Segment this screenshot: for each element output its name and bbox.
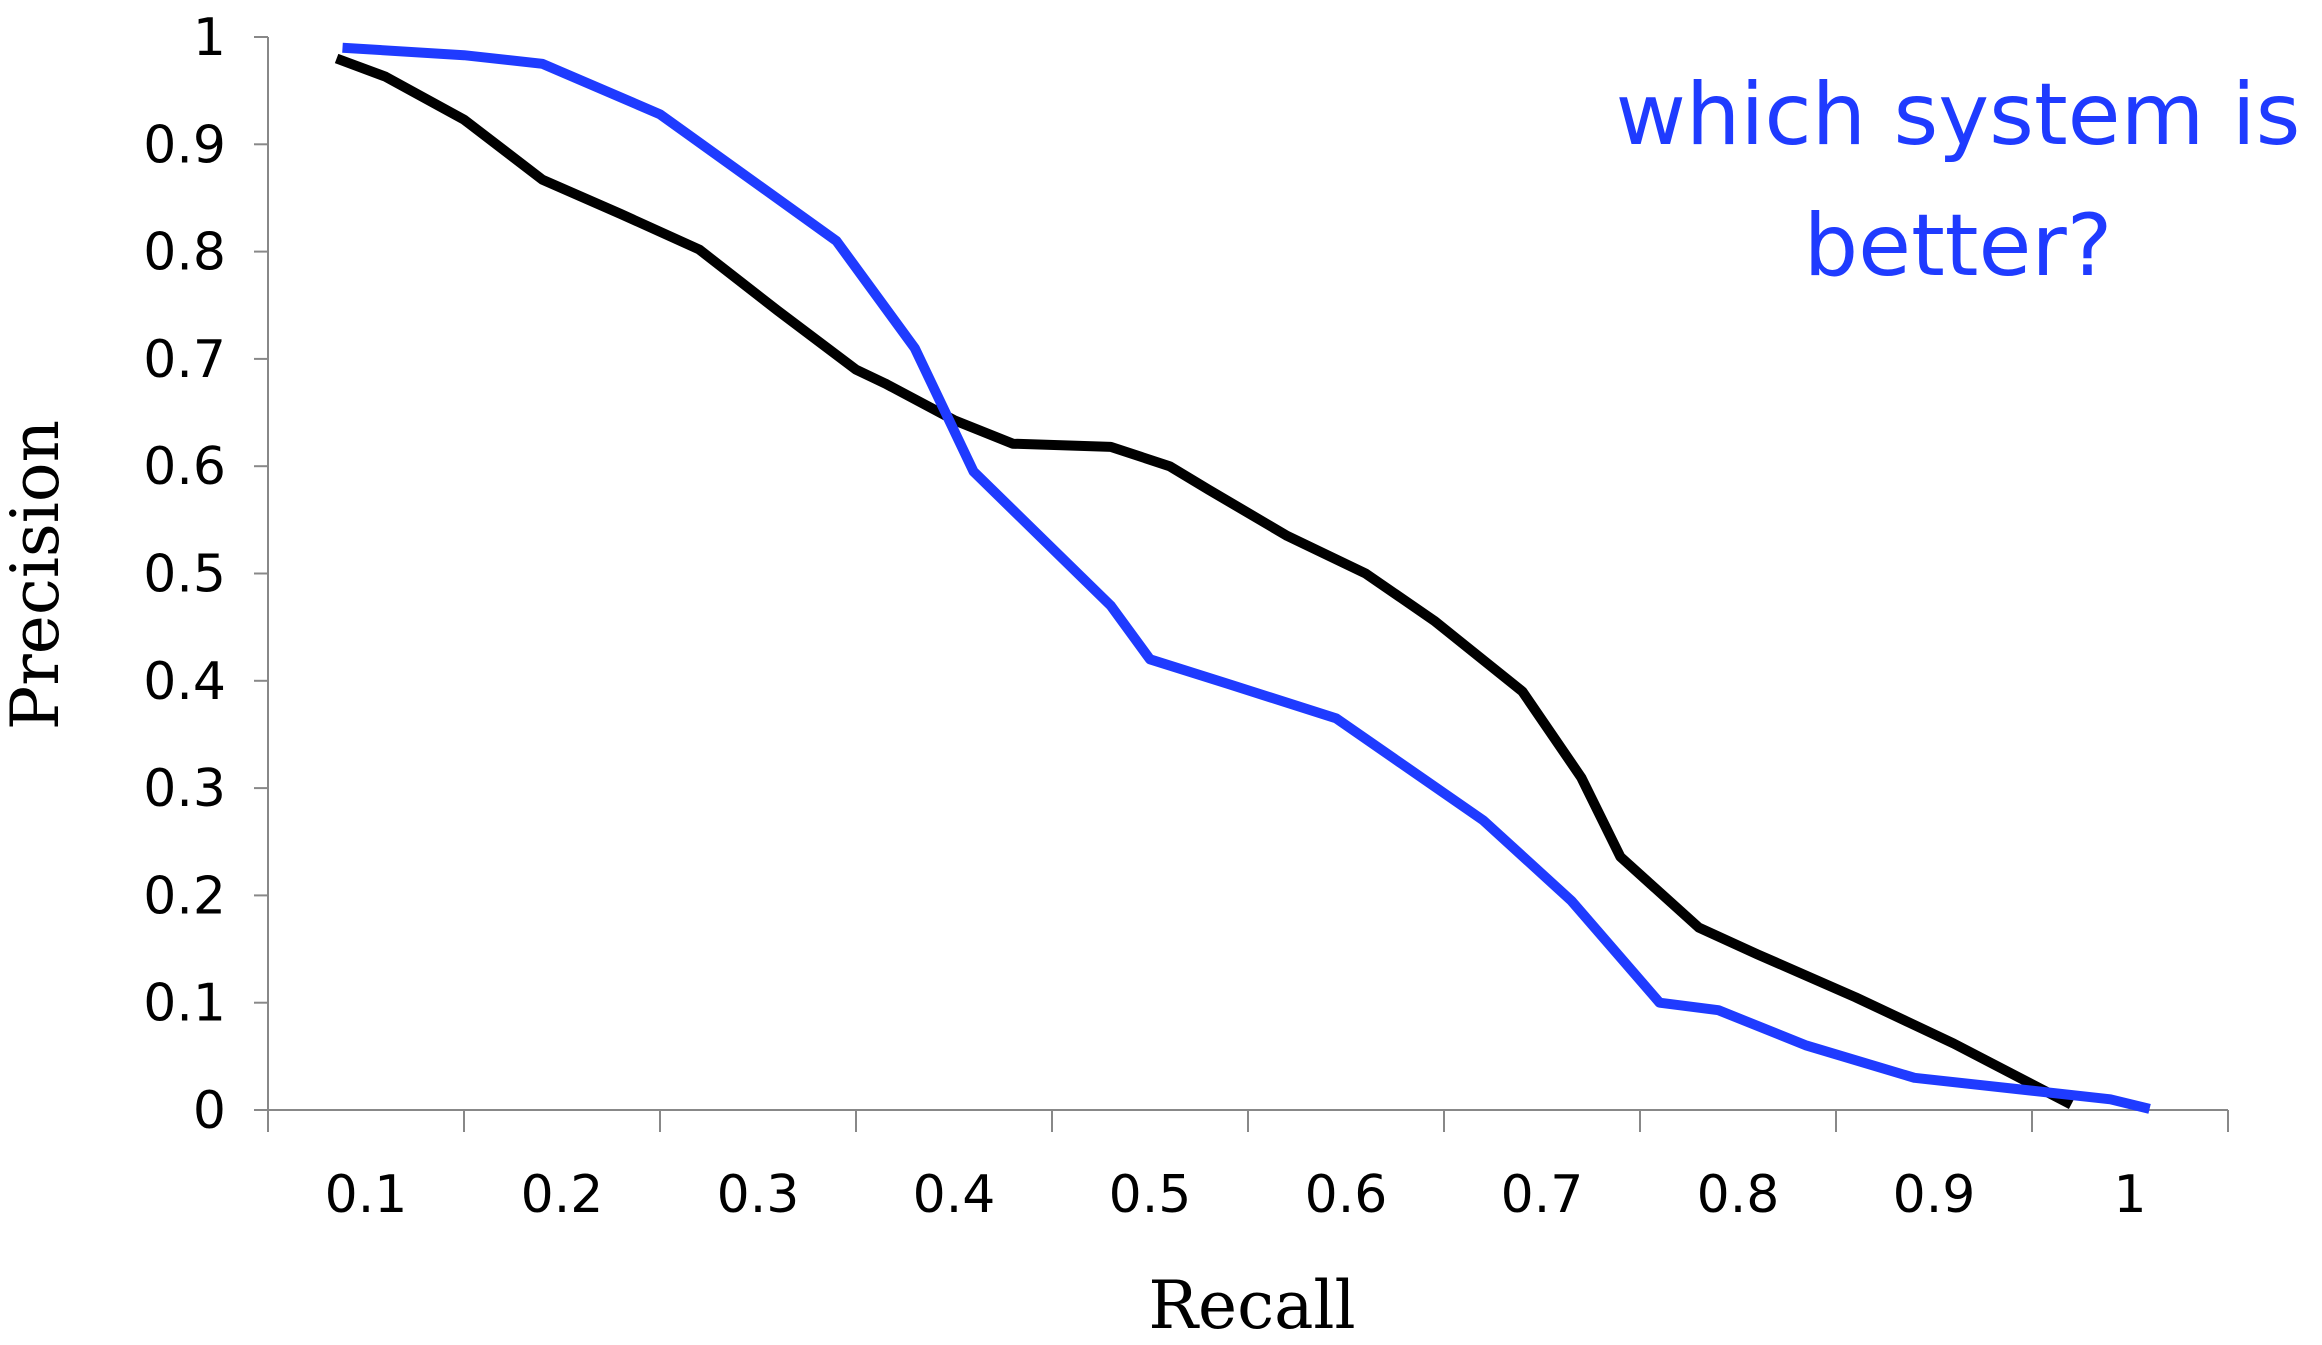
x-tick-label: 0.6 — [1305, 1165, 1388, 1225]
annotation-line-1: which system is — [1616, 65, 2301, 165]
series-layer — [334, 42, 2151, 1114]
x-tick-label: 0.2 — [521, 1165, 604, 1225]
x-tick-label: 0.9 — [1893, 1165, 1976, 1225]
y-tick-label: 0.8 — [143, 223, 226, 283]
y-tick-label: 0.3 — [143, 759, 226, 819]
x-tick-label: 0.4 — [913, 1165, 996, 1225]
x-tick-label: 0.1 — [325, 1165, 408, 1225]
series-line-2 — [342, 42, 2151, 1114]
series-line-1 — [334, 53, 2074, 1110]
y-tick-label: 0.7 — [143, 330, 226, 390]
y-axis-title: Precision — [0, 420, 74, 730]
annotation-line-2: better? — [1804, 196, 2113, 296]
x-tick-label: 0.7 — [1501, 1165, 1584, 1225]
y-tick-label: 0.5 — [143, 545, 226, 605]
y-tick-label: 0.2 — [143, 866, 226, 926]
y-tick-label: 0.9 — [143, 115, 226, 175]
y-tick-label: 0 — [193, 1081, 226, 1141]
x-tick-label: 0.8 — [1697, 1165, 1780, 1225]
y-tick-label: 1 — [193, 8, 226, 68]
labels: Recall Precision which system is better? — [0, 65, 2300, 1344]
y-tick-label: 0.1 — [143, 974, 226, 1034]
x-tick-label: 1 — [2113, 1165, 2146, 1225]
y-tick-label: 0.6 — [143, 437, 226, 497]
x-tick-label: 0.3 — [717, 1165, 800, 1225]
y-tick-label: 0.4 — [143, 652, 226, 712]
axes: 0 0.1 0.2 0.3 0.4 0.5 0.6 0.7 0.8 0.9 1 0.1 0.2 0.3 0.… — [143, 8, 2229, 1225]
x-tick-label: 0.5 — [1109, 1165, 1192, 1225]
x-axis-title: Recall — [1148, 1267, 1355, 1344]
